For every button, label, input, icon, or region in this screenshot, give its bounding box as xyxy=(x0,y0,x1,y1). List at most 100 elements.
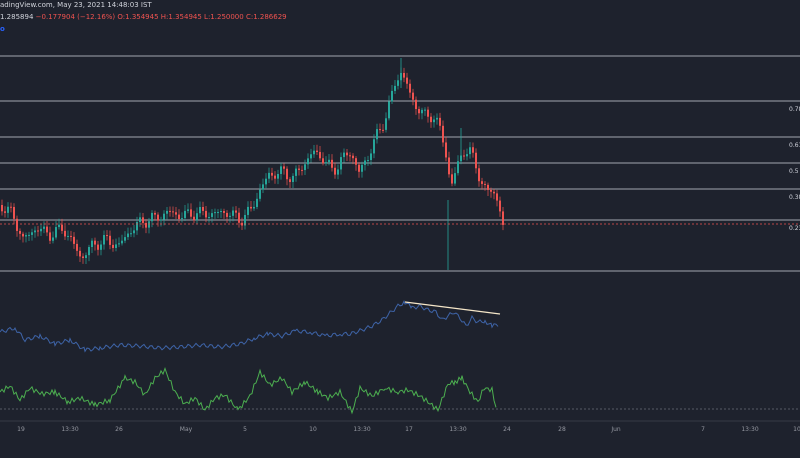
candle-body xyxy=(481,181,483,184)
x-axis-tick-label: 5 xyxy=(243,426,247,433)
x-axis-tick-label: 24 xyxy=(503,426,511,433)
candle-body xyxy=(127,233,129,238)
candle-body xyxy=(493,191,495,194)
candle-body xyxy=(379,129,381,131)
candle-body xyxy=(367,160,369,162)
candle-body xyxy=(256,198,258,207)
x-axis-tick-label: 13:30 xyxy=(61,426,78,433)
candle-body xyxy=(61,224,63,231)
candle-body xyxy=(355,158,357,165)
candle-body xyxy=(484,183,486,185)
candle-body xyxy=(238,212,240,223)
x-axis-tick-label: May xyxy=(180,426,193,433)
candle-body xyxy=(259,189,261,199)
candle-body xyxy=(274,175,276,179)
candle-body xyxy=(244,214,246,226)
x-axis-tick-label: 13:30 xyxy=(741,426,758,433)
candle-body xyxy=(100,244,102,250)
header-line-1: adingView.com, May 23, 2021 14:48:03 IST xyxy=(0,0,152,11)
candle-body xyxy=(295,168,297,176)
header-low: L:1.250000 xyxy=(204,13,244,21)
candle-body xyxy=(148,221,150,228)
candle-body xyxy=(292,175,294,183)
candle-body xyxy=(457,161,459,174)
candle-body xyxy=(112,244,114,248)
candle-body xyxy=(22,233,24,237)
candle-body xyxy=(319,151,321,159)
x-axis: 19 13:30 26 May 5 10 13:30 17 13:30 24 28 Jun 7 13:30… xyxy=(17,426,800,433)
candle-body xyxy=(160,219,162,221)
candle-body xyxy=(352,155,354,159)
candle-body xyxy=(202,206,204,211)
candle-body xyxy=(91,240,93,248)
candle-body xyxy=(85,255,87,259)
candle-body xyxy=(163,213,165,220)
candle-body xyxy=(214,212,216,214)
candle-body xyxy=(31,232,33,235)
candle-body xyxy=(406,77,408,84)
candle-body xyxy=(178,214,180,219)
candle-body xyxy=(445,142,447,158)
candle-body xyxy=(121,240,123,244)
candle-body xyxy=(385,118,387,130)
divergence-trendline[interactable] xyxy=(404,301,501,315)
candle-body xyxy=(448,157,450,175)
candle-body xyxy=(46,226,48,233)
header-high: H:1.354945 xyxy=(160,13,202,21)
candle-body xyxy=(454,173,456,184)
candle-body xyxy=(424,109,426,111)
candle-body xyxy=(130,233,132,235)
candle-body xyxy=(364,160,366,165)
candle-body xyxy=(298,168,300,170)
fib-level-label: 0.786 xyxy=(789,106,800,113)
chart-header: adingView.com, May 23, 2021 14:48:03 IST… xyxy=(0,0,800,36)
x-axis-tick-label: 7 xyxy=(701,426,705,433)
candle-body xyxy=(223,211,225,213)
candle-body xyxy=(193,216,195,221)
candle-body xyxy=(52,237,54,241)
candle-body xyxy=(211,213,213,217)
candle-body xyxy=(466,154,468,157)
header-change: −0.177904 (−12.16%) xyxy=(35,13,116,21)
candle-body xyxy=(265,178,267,185)
candle-body xyxy=(208,216,210,218)
candle-body xyxy=(196,213,198,221)
candle-body xyxy=(166,210,168,214)
candle-body xyxy=(403,72,405,78)
candle-body xyxy=(250,206,252,209)
candle-body xyxy=(376,129,378,140)
candle-body xyxy=(10,206,12,208)
candle-body xyxy=(154,212,156,215)
fib-level-label: 0.382 xyxy=(789,194,800,201)
candle-body xyxy=(133,230,135,234)
candle-body xyxy=(70,235,72,237)
candle-body xyxy=(7,206,9,213)
candle-body xyxy=(283,166,285,169)
candle-body xyxy=(331,159,333,168)
indicator-tag[interactable]: o xyxy=(0,25,5,33)
candle-body xyxy=(136,222,138,231)
x-axis-tick-label: 17 xyxy=(405,426,413,433)
candle-body xyxy=(40,228,42,232)
candle-body xyxy=(472,147,474,153)
candle-body xyxy=(391,90,393,102)
candle-body xyxy=(253,206,255,209)
candle-body xyxy=(463,155,465,157)
candle-body xyxy=(151,212,153,222)
candle-body xyxy=(79,250,81,257)
candle-body xyxy=(37,230,39,232)
candle-body xyxy=(76,243,78,251)
x-axis-tick-label: 13:30 xyxy=(353,426,370,433)
candle-body xyxy=(235,210,237,213)
candle-body xyxy=(268,172,270,179)
candle-body xyxy=(139,217,141,223)
candle-body xyxy=(301,169,303,171)
candle-body xyxy=(358,164,360,172)
fibonacci-retracement[interactable]: 0.786 0.618 0.5 0.382 0.236 xyxy=(0,55,800,272)
x-axis-tick-label: 19 xyxy=(17,426,25,433)
header-price: 1.285894 xyxy=(0,13,34,21)
candle-body xyxy=(427,109,429,117)
candle-body xyxy=(64,230,66,237)
candle-body xyxy=(388,101,390,119)
